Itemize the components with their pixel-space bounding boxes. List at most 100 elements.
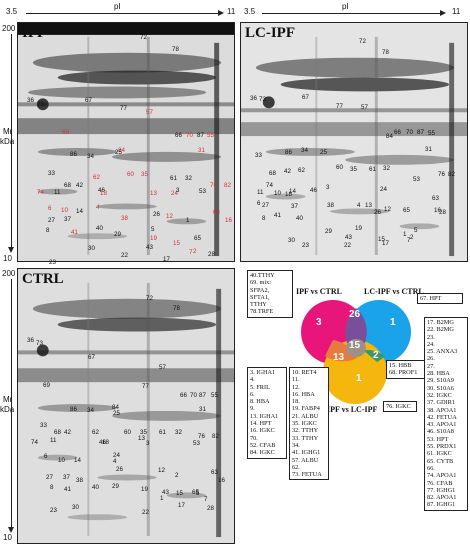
lcipf-spot-label: 33 xyxy=(255,152,262,159)
ipf-spot-label: 27 xyxy=(48,217,55,224)
ipf-spot-label: 7 xyxy=(189,249,193,256)
ipf-spot-label: 1 xyxy=(186,217,190,224)
ctrl-spot-label: 69 xyxy=(43,382,50,389)
ipf-pi-label: pI xyxy=(114,2,121,11)
ipf-spot-label: 74 xyxy=(37,189,44,196)
annotation-line: 32. IGKC xyxy=(427,391,452,399)
annotation-line: 22. B2MG xyxy=(427,326,454,334)
ipf-spot-label: 70 xyxy=(186,132,193,139)
annotation-line: 6. xyxy=(250,390,255,398)
ipf-spot-label: 31 xyxy=(198,147,205,154)
annotation-line: 11. xyxy=(292,376,300,384)
ipf-spot-label: 65 xyxy=(194,235,201,242)
ipf-spot-label: 42 xyxy=(76,182,83,189)
annotation-line: 18. xyxy=(292,398,300,406)
ipf-spot-label: 11 xyxy=(54,189,61,196)
ctrl-spot-label: 77 xyxy=(142,383,149,390)
ipf-spot-label: 10 xyxy=(61,207,68,214)
lcipf-spot-label: 31 xyxy=(425,146,432,153)
lcipf-spot-label: 3 xyxy=(326,184,330,191)
lcipf-spot-label: 68 xyxy=(269,170,276,177)
ctrl-spot-label: 18 xyxy=(102,439,109,446)
annotation-line: 70. xyxy=(250,434,258,442)
ctrl-spot-label: 22 xyxy=(142,509,149,516)
ctrl-spot-label: 10 xyxy=(58,457,65,464)
ipf-spot-label: 35 xyxy=(141,171,148,178)
annotation-line: 4. xyxy=(250,376,255,384)
ctrl-spot-label: 33 xyxy=(40,422,47,429)
lcipf-spot-label: 65 xyxy=(403,207,410,214)
ipf-spot-label: 86 xyxy=(70,151,77,158)
annotation-line: 87. IGHG1 xyxy=(427,501,456,509)
ctrl-spot-label: 60 xyxy=(124,429,131,436)
lcipf-spot-label: 42 xyxy=(284,168,291,175)
ipf-spot-label: 69 xyxy=(62,129,69,136)
ipf-spot-label: 78 xyxy=(172,46,179,53)
annotation-line: 19. FABP4 xyxy=(292,405,320,413)
lcipf-spot-label: 5 xyxy=(414,227,418,234)
annotation-line: 77. IGHG1 xyxy=(427,486,456,494)
lcipf-spot-label: 43 xyxy=(345,234,352,241)
ctrl-spot-label: 13 xyxy=(138,435,145,442)
lcipf-spot-label: 57 xyxy=(361,104,368,111)
lcipf-spot-label: 61 xyxy=(369,166,376,173)
ipf-spot-label: 15 xyxy=(173,240,180,247)
ctrl-spot-label: 74 xyxy=(31,439,38,446)
ipf-spot-label: 28 xyxy=(208,251,215,258)
annotation-line: 66. xyxy=(427,464,435,472)
lcipf-spot-label: 1 xyxy=(403,231,407,238)
lcipf-spot-label: 17 xyxy=(382,240,389,247)
ipf-spot-label: 14 xyxy=(76,208,83,215)
annotation-line: 76. IGKC xyxy=(386,403,411,410)
annotation-line: 16. HBA xyxy=(292,390,315,398)
ctrl-spot-label: 73 xyxy=(36,340,43,347)
lcipf-gel-title: LC-IPF xyxy=(245,25,295,41)
annotation-line: 43. APOA1 xyxy=(427,421,457,429)
ctrl-spot-label: 11 xyxy=(50,437,57,444)
ctrl-spot-label: 35 xyxy=(140,429,147,436)
annotation-line: 52. CFAB xyxy=(250,441,276,449)
lcipf-spot-label: 2 xyxy=(410,234,414,241)
ipf-spot-label: 2 xyxy=(193,248,197,255)
annotation-box-igkc: 76. IGKC xyxy=(383,401,417,413)
annotation-line: 15. HBB xyxy=(389,362,412,369)
lcipf-spot-label: 32 xyxy=(383,165,390,172)
ctrl-spot-label: 17 xyxy=(178,502,185,509)
ctrl-spot-label: 2 xyxy=(175,472,179,479)
lcipf-spot-label: 70 xyxy=(406,129,413,136)
venn-overlap-blue-yellow xyxy=(363,349,385,362)
ctrl-spot-label: 63 xyxy=(211,469,218,476)
ctrl-spot-label: 32 xyxy=(175,429,182,436)
lcipf-spot-label: 62 xyxy=(298,167,305,174)
lcipf-pi-label: pI xyxy=(342,2,349,11)
lcipf-gel-spots xyxy=(241,23,467,261)
annotation-line: 57. ALBU xyxy=(292,456,319,464)
lcipf-spot-label: 25 xyxy=(320,149,327,156)
annotation-line: 29. S10A9 xyxy=(427,377,454,385)
lcipf-spot-label: 11 xyxy=(257,189,264,196)
ctrl-spot-label: 7 xyxy=(204,496,208,503)
ctrl-spot-label: 67 xyxy=(88,354,95,361)
annotation-line: 9. xyxy=(250,405,255,413)
ctrl-spot-label: 16 xyxy=(218,477,225,484)
ctrl-mr-label-2: kDa xyxy=(0,405,15,414)
lcipf-spot-label: 18 xyxy=(285,191,292,198)
ipf-spot-label: 72 xyxy=(140,34,147,41)
ipf-spot-label: 24 xyxy=(171,190,178,197)
annotation-line: 13. IGHA1 xyxy=(250,412,279,420)
annotation-line: 34. xyxy=(292,441,300,449)
ipf-gel-image: IPF xyxy=(17,22,235,262)
annotation-line: 46. S10A8 xyxy=(427,428,454,436)
annotation-line: 35. IGKC xyxy=(292,420,317,428)
lcipf-spot-label: 10 xyxy=(274,190,281,197)
lcipf-spot-label: 87 xyxy=(417,129,424,136)
ipf-spot-label: 26 xyxy=(153,211,160,218)
ctrl-spot-label: 1 xyxy=(160,495,164,502)
ipf-spot-label: 19 xyxy=(150,235,157,242)
ipf-pi-arrow xyxy=(26,13,222,14)
annotation-line: 23. xyxy=(427,333,435,341)
annotation-line: 12. xyxy=(292,383,300,391)
ipf-pi-start: 3.5 xyxy=(6,7,18,16)
lcipf-spot-label: 82 xyxy=(448,171,455,178)
ctrl-spot-label: 65 xyxy=(192,489,199,496)
